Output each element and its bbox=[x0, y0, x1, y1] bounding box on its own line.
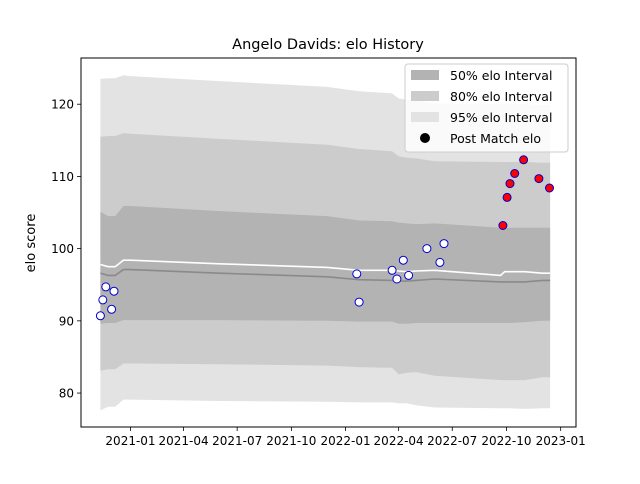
y-tick-label: 110 bbox=[51, 170, 74, 184]
post-match-point bbox=[95, 311, 105, 321]
post-match-point bbox=[392, 274, 402, 284]
post-match-points bbox=[95, 155, 554, 321]
post-match-point bbox=[422, 244, 432, 254]
legend-box bbox=[404, 63, 569, 153]
mean-line bbox=[100, 259, 551, 277]
legend-label: 50% elo Interval bbox=[450, 68, 552, 83]
plot-frame bbox=[80, 57, 577, 428]
legend-label: 95% elo Interval bbox=[450, 110, 552, 125]
y-tick-label: 120 bbox=[51, 98, 74, 112]
y-tick-label: 90 bbox=[59, 314, 74, 328]
post-match-point bbox=[510, 169, 520, 178]
post-match-point bbox=[498, 221, 508, 230]
interval-bands bbox=[100, 75, 551, 411]
legend-swatch bbox=[411, 112, 439, 122]
post-match-point bbox=[545, 183, 554, 193]
post-match-point bbox=[404, 270, 414, 280]
x-tick-label: 2022-04 bbox=[374, 434, 424, 448]
y-axis-ticks: 80 90 100 110 120 bbox=[51, 98, 81, 401]
x-axis-ticks: 2021-01 2021-04 2021-07 2021-10 2022-01 2022-… bbox=[105, 427, 586, 448]
post-match-point bbox=[505, 179, 515, 189]
x-tick-label: 2023-01 bbox=[536, 434, 586, 448]
legend-marker bbox=[420, 133, 430, 143]
x-tick-label: 2022-01 bbox=[321, 434, 371, 448]
post-match-point bbox=[502, 192, 512, 202]
post-match-point bbox=[109, 286, 119, 296]
band-50 bbox=[100, 206, 551, 324]
post-match-point bbox=[101, 282, 111, 292]
post-match-point bbox=[98, 295, 108, 305]
x-tick-label: 2022-07 bbox=[427, 434, 477, 448]
post-match-point bbox=[107, 304, 117, 314]
legend: 50% elo Interval 80% elo Interval 95% elo … bbox=[404, 63, 569, 153]
y-tick-label: 80 bbox=[59, 387, 74, 401]
x-tick-label: 2021-01 bbox=[105, 434, 155, 448]
post-match-point bbox=[387, 265, 397, 275]
legend-swatch bbox=[411, 70, 439, 80]
legend-swatch bbox=[411, 91, 439, 101]
post-match-point bbox=[534, 174, 544, 184]
post-match-point bbox=[352, 269, 362, 279]
x-tick-label: 2021-04 bbox=[158, 434, 208, 448]
post-match-point bbox=[398, 255, 408, 265]
post-match-point bbox=[435, 257, 445, 267]
y-tick-label: 100 bbox=[51, 242, 74, 256]
chart-title: Angelo Davids: elo History bbox=[232, 37, 424, 53]
legend-label: Post Match elo bbox=[450, 131, 541, 146]
post-match-point bbox=[354, 297, 364, 307]
post-match-point bbox=[439, 239, 449, 249]
legend-label: 80% elo Interval bbox=[450, 89, 552, 104]
x-tick-label: 2021-07 bbox=[212, 434, 262, 448]
x-tick-label: 2022-10 bbox=[481, 434, 531, 448]
y-axis-label: elo score bbox=[24, 214, 39, 273]
post-match-point bbox=[519, 155, 529, 165]
x-tick-label: 2021-10 bbox=[266, 434, 316, 448]
